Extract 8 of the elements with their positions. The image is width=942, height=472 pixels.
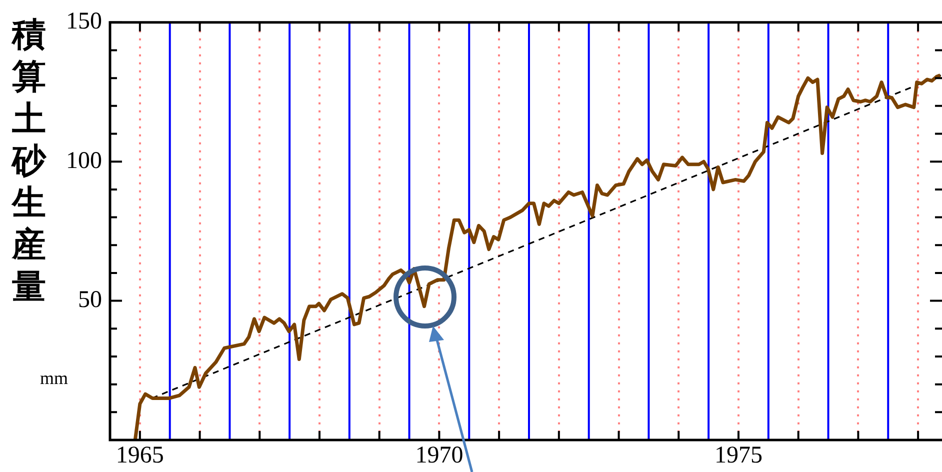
y-tick-label: 100 <box>66 148 102 174</box>
x-tick-label: 1975 <box>714 442 762 469</box>
text: mm <box>40 368 68 389</box>
y-tick-label: 150 <box>66 8 102 35</box>
x-tick-label: 1970 <box>415 442 464 469</box>
y-axis-title: 積算土砂生産量 <box>12 14 46 308</box>
y-tick-label: 50 <box>78 287 102 314</box>
x-tick-label: 1965 <box>116 442 164 469</box>
